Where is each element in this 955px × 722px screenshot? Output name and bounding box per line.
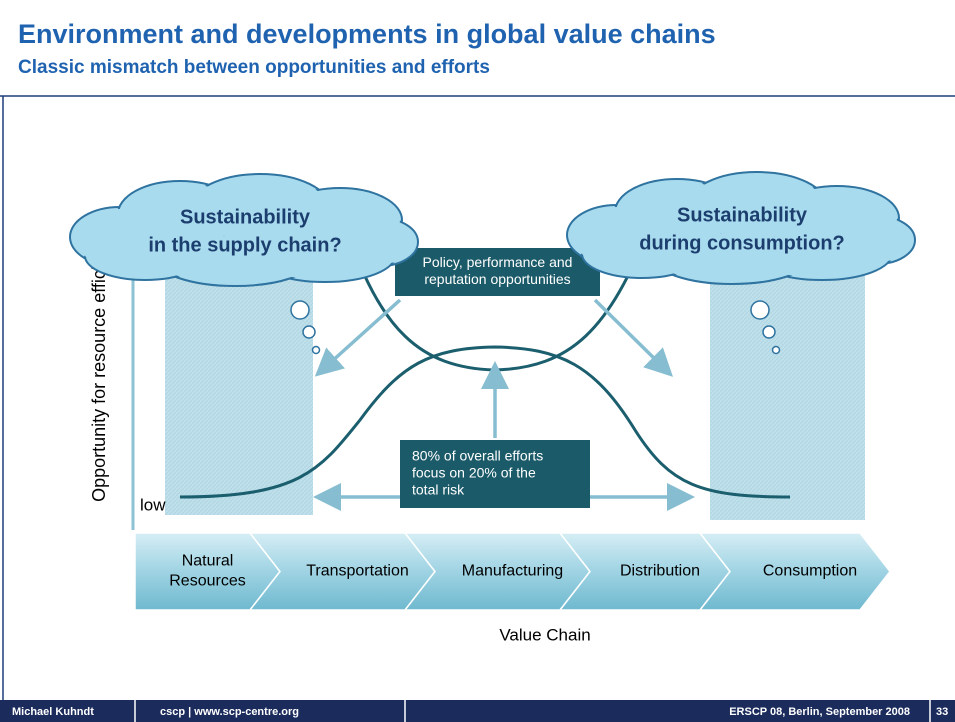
label-line: in the supply chain? [148, 234, 341, 256]
footer-event: ERSCP 08, Berlin, September 2008 [729, 706, 910, 718]
label-line: Sustainability [677, 204, 808, 226]
cloud: Sustainability during consumption? [566, 171, 916, 355]
label-line: 80% of overall efforts [412, 448, 543, 464]
label-line: Natural [182, 553, 234, 570]
thought-bubble [762, 325, 776, 339]
callout-box [395, 248, 600, 296]
label-line: reputation opportunities [424, 271, 570, 287]
subtitle: Classic mismatch between opportunities a… [18, 57, 490, 78]
stage-chevron [698, 532, 891, 611]
thought-bubble [750, 300, 770, 320]
label-line: Consumption [763, 563, 857, 580]
effort-curve [179, 345, 791, 499]
label-line: during consumption? [639, 232, 845, 254]
cloud-fill [87, 234, 203, 278]
label-line: Manufacturing [462, 563, 563, 580]
cloud: Sustainability in the supply chain? [69, 173, 419, 355]
low-label: low [140, 495, 166, 514]
callout-box [400, 440, 590, 508]
label-line: Distribution [620, 563, 700, 580]
label-line: total risk [412, 482, 465, 498]
arrows [313, 298, 695, 511]
footer-page: 33 [936, 706, 948, 718]
cloud-fill [584, 232, 700, 276]
y-axis-label: Opportunity for resource efficiency [89, 228, 109, 502]
x-axis-label: Value Chain [499, 625, 590, 644]
label-line: Policy, performance and [423, 254, 573, 270]
footer-org: cscp | www.scp-centre.org [160, 706, 299, 718]
thought-bubble [311, 345, 321, 355]
label-line: Resources [169, 573, 245, 590]
label-line: focus on 20% of the [412, 465, 536, 481]
thought-bubble [771, 345, 781, 355]
thought-bubble [290, 300, 310, 320]
footer-bar [0, 700, 955, 722]
shade [165, 270, 313, 515]
footer-author: Michael Kuhndt [12, 706, 94, 718]
footer-separators [134, 700, 931, 722]
label-line: Transportation [306, 563, 409, 580]
title: Environment and developments in global v… [18, 19, 716, 49]
shade [710, 265, 865, 520]
thought-bubble [302, 325, 316, 339]
label-line: Sustainability [180, 206, 311, 228]
